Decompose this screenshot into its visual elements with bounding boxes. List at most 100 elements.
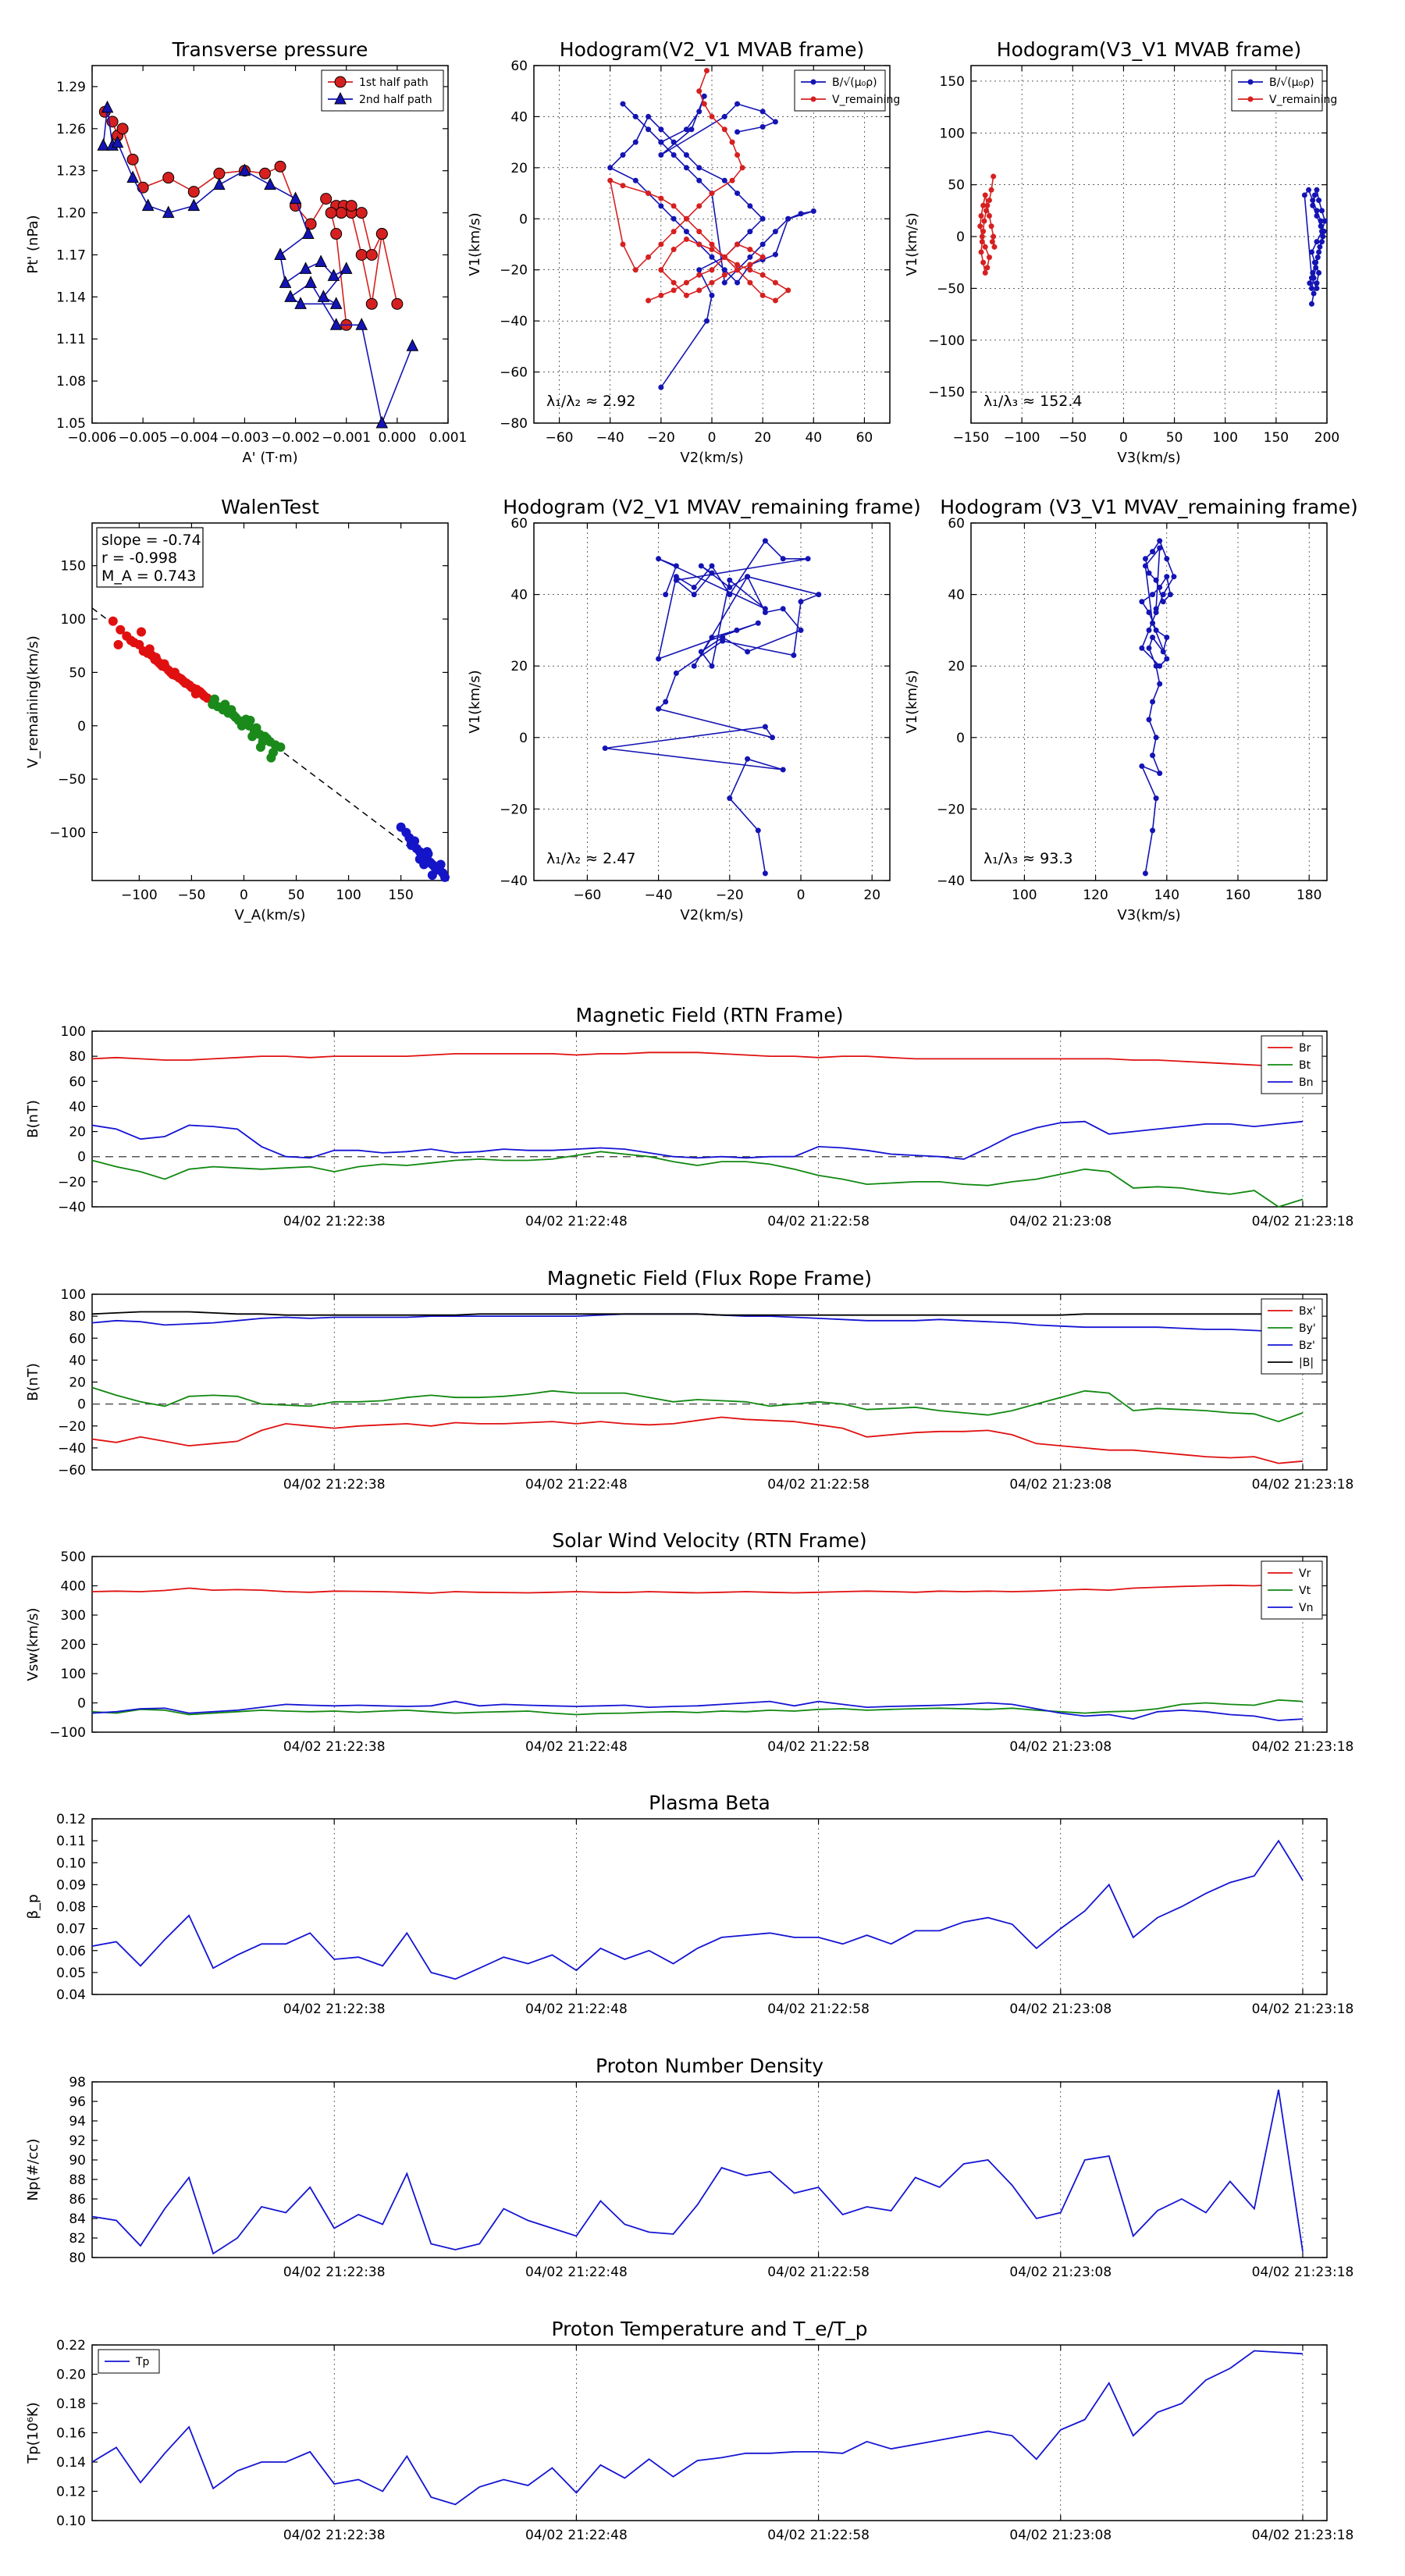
axes-frame-5 [970,522,1328,881]
data-point [701,101,707,107]
data-point [1153,577,1159,583]
x-tick-label: 04/02 21:22:48 [525,1739,628,1755]
data-point [656,656,662,662]
data-point [391,297,404,310]
data-point [759,241,766,247]
data-point [365,248,378,261]
data-point [1314,254,1321,261]
data-point [691,592,697,598]
legend-label: By' [1299,1322,1316,1335]
data-point [980,259,987,265]
x-tick-label: −50 [177,888,205,903]
legend-label: |B| [1299,1357,1314,1369]
y-tick-label: 40 [510,588,528,603]
data-point [696,203,702,209]
x-tick-label: 150 [388,888,413,903]
data-point [144,644,155,654]
x-tick-label: 04/02 21:23:08 [1009,2001,1112,2017]
x-tick-label: 60 [856,430,873,446]
x-tick-label: 04/02 21:22:48 [525,2001,628,2017]
data-point [986,197,992,204]
data-point [299,262,312,274]
data-point [696,177,702,183]
legend-label: Bz' [1299,1340,1315,1352]
data-point [683,126,689,133]
chart-title: Hodogram (V2_V1 MVAV_remaining frame) [503,496,921,518]
data-point [658,139,664,145]
data-point [108,616,118,626]
y-tick-label: 1.20 [56,206,86,222]
x-tick-label: 04/02 21:22:38 [283,1739,386,1755]
x-tick-label: 04/02 21:22:58 [767,2265,870,2280]
y-axis-label: Np(#/cc) [25,2139,41,2201]
series-0 [602,538,822,877]
data-point [658,126,664,133]
data-point [315,254,327,267]
x-tick-label: 04/02 21:23:08 [1009,1739,1112,1755]
x-tick-label: 04/02 21:23:18 [1252,2001,1354,2017]
data-point [747,262,753,268]
data-point [747,247,753,253]
y-tick-label: 0 [956,731,965,746]
data-point [721,267,727,273]
chart-panel-8: 04/02 21:22:38 04/02 21:22:48 04/02 21:22:… [25,1529,1353,1755]
data-point [755,827,761,834]
axes-frame-9 [91,1818,1328,1995]
x-tick-label: −40 [645,888,673,903]
legend-marker [810,79,816,85]
data-point [683,279,689,286]
y-tick-label: 0 [77,1696,86,1712]
y-tick-label: 0.05 [56,1966,86,1981]
data-point [658,292,664,298]
y-tick-label: 80 [69,2250,86,2266]
chart-panel-7: 04/02 21:22:38 04/02 21:22:48 04/02 21:22:… [25,1267,1353,1493]
data-point [329,318,343,330]
data-point [721,113,727,119]
x-tick-label: −100 [121,888,158,903]
chart-title: Plasma Beta [649,1791,770,1814]
data-point [759,109,766,115]
y-tick-label: −80 [500,416,528,432]
data-point [721,126,727,133]
y-axis-label: β_p [25,1895,41,1920]
stats-box [96,527,204,588]
data-point [759,272,766,278]
data-point [1318,208,1325,214]
x-tick-label: −60 [573,888,601,903]
data-point [979,239,985,245]
x-tick-label: −0.001 [322,430,371,446]
eigenvalue-ratio-annotation: λ₁/λ₃ ≈ 93.3 [984,850,1072,867]
y-tick-label: 0.12 [56,2485,86,2500]
axes-frame-11 [91,2344,1328,2521]
data-point [735,279,741,286]
y-tick-label: 20 [69,1375,86,1391]
y-tick-label: 0.04 [56,1987,86,2003]
data-point [984,208,990,214]
data-point [683,152,689,158]
x-tick-label: 100 [1212,430,1237,446]
x-tick-label: 180 [1297,888,1321,903]
series-line-|B| [91,1311,1303,1316]
legend-box [794,69,886,112]
y-tick-label: 400 [61,1579,86,1595]
y-tick-label: 20 [510,659,528,674]
y-tick-label: 80 [69,1049,86,1065]
data-point [436,859,446,870]
chart-panel-3: −100 −50 0 50 100 150 −100 −50 0 50 100 150 WalenTes… [25,496,450,923]
stats-text: M_A = 0.743 [101,568,196,585]
data-point [1157,584,1163,590]
y-tick-label: 82 [69,2231,86,2247]
data-point [620,152,626,158]
data-point [978,249,984,255]
data-point [116,123,129,135]
data-point [696,109,702,115]
data-point [658,267,664,273]
series-0 [607,93,816,390]
data-point [602,745,608,752]
data-point [294,297,307,309]
y-tick-label: 80 [69,1309,86,1325]
data-point [646,297,652,304]
data-point [251,723,261,733]
data-point [727,584,733,590]
data-point [709,247,715,253]
